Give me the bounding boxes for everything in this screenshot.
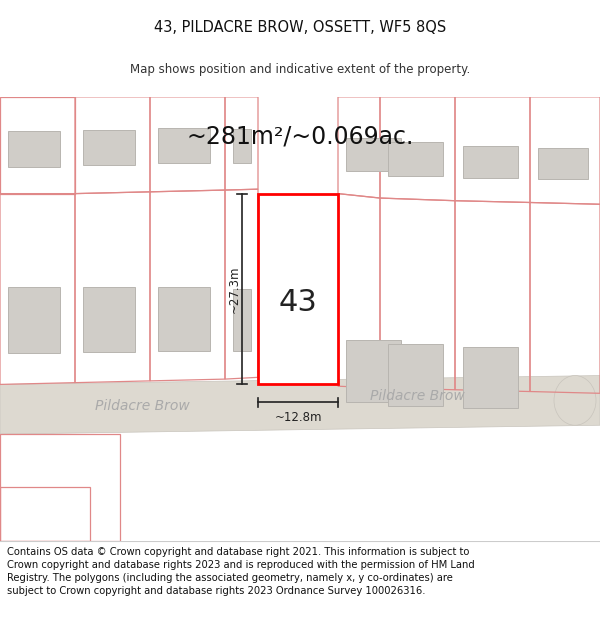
Text: Map shows position and indicative extent of the property.: Map shows position and indicative extent…: [130, 63, 470, 76]
Bar: [158, 287, 210, 351]
Bar: [158, 128, 210, 163]
Text: 43: 43: [278, 288, 317, 317]
Text: Pildacre Brow: Pildacre Brow: [95, 399, 190, 412]
Bar: [83, 287, 135, 352]
Text: ~281m²/~0.069ac.: ~281m²/~0.069ac.: [187, 125, 413, 149]
Bar: [463, 146, 518, 177]
Ellipse shape: [554, 376, 596, 425]
Bar: [8, 287, 60, 353]
Bar: [258, 194, 338, 384]
Bar: [538, 148, 588, 179]
Text: ~27.3m: ~27.3m: [227, 265, 241, 312]
Bar: [388, 142, 443, 176]
Text: Contains OS data © Crown copyright and database right 2021. This information is : Contains OS data © Crown copyright and d…: [7, 546, 475, 596]
Bar: [83, 130, 135, 165]
Bar: [233, 129, 251, 162]
Bar: [268, 229, 328, 296]
Bar: [346, 340, 401, 402]
Polygon shape: [0, 376, 600, 434]
Bar: [8, 131, 60, 167]
Text: ~12.8m: ~12.8m: [274, 411, 322, 424]
Bar: [346, 138, 401, 171]
Bar: [463, 347, 518, 408]
Bar: [388, 344, 443, 406]
Text: 43, PILDACRE BROW, OSSETT, WF5 8QS: 43, PILDACRE BROW, OSSETT, WF5 8QS: [154, 19, 446, 34]
Bar: [233, 289, 251, 351]
Text: Pildacre Brow: Pildacre Brow: [370, 389, 465, 403]
